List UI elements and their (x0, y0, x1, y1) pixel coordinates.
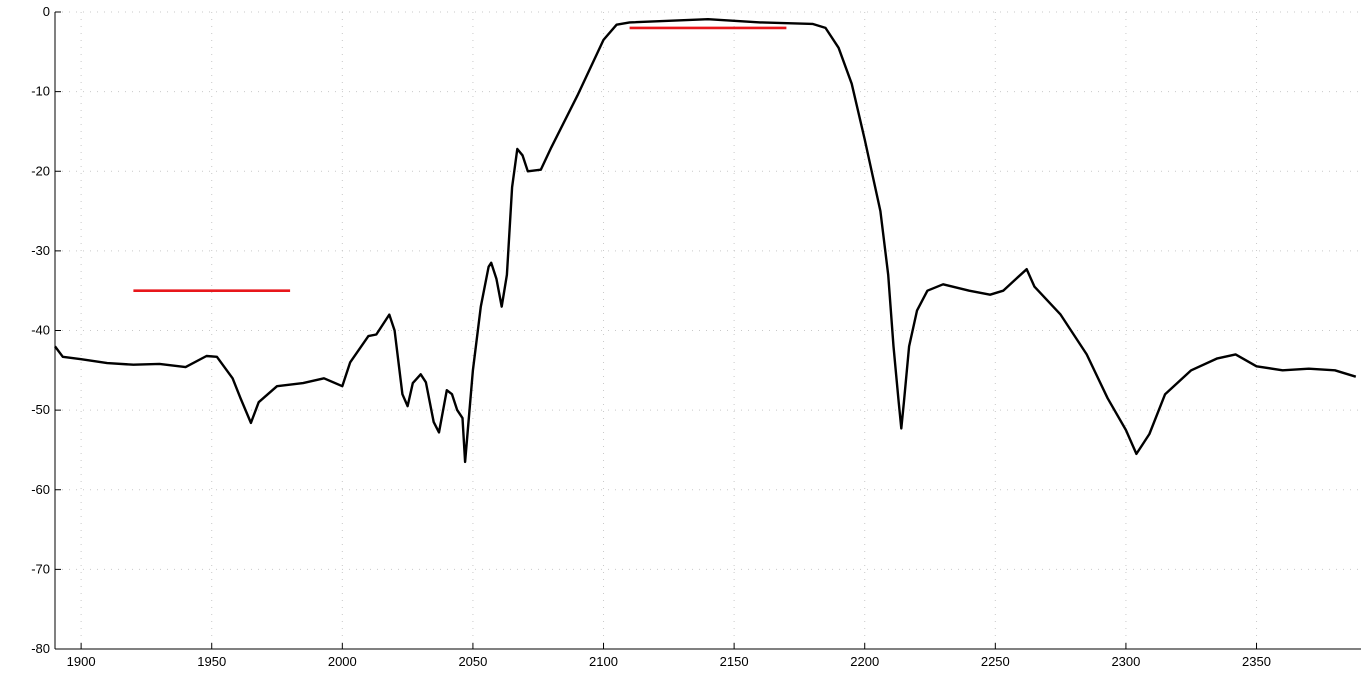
x-tick-label: 2250 (981, 654, 1010, 669)
x-tick-label: 2100 (589, 654, 618, 669)
y-tick-label: 0 (43, 4, 50, 19)
series-line-main (54, 18, 1357, 464)
x-tick-label: 2050 (458, 654, 487, 669)
x-tick-label: 1950 (197, 654, 226, 669)
x-tick-label: 2150 (720, 654, 749, 669)
x-tick-label: 1900 (67, 654, 96, 669)
x-tick-label: 2300 (1111, 654, 1140, 669)
y-tick-label: -40 (31, 323, 50, 338)
y-tick-label: -10 (31, 84, 50, 99)
axes (54, 12, 1361, 650)
y-tick-label: -50 (31, 402, 50, 417)
grid-lines (55, 11, 1361, 650)
x-tick-label: 2350 (1242, 654, 1271, 669)
x-tick-label: 2000 (328, 654, 357, 669)
y-tick-label: -20 (31, 163, 50, 178)
y-tick-label: -70 (31, 561, 50, 576)
x-tick-label: 2200 (850, 654, 879, 669)
y-axis-ticks: 0 -10 -20 -30 -40 -50 -60 -70 -80 (31, 4, 61, 656)
y-tick-label: -60 (31, 482, 50, 497)
plot-series (54, 18, 1357, 464)
x-axis-ticks: 1900 1950 2000 2050 2100 2150 2200 2250 2300 2350 (67, 643, 1271, 669)
y-tick-label: -30 (31, 243, 50, 258)
y-tick-label: -80 (31, 641, 50, 656)
